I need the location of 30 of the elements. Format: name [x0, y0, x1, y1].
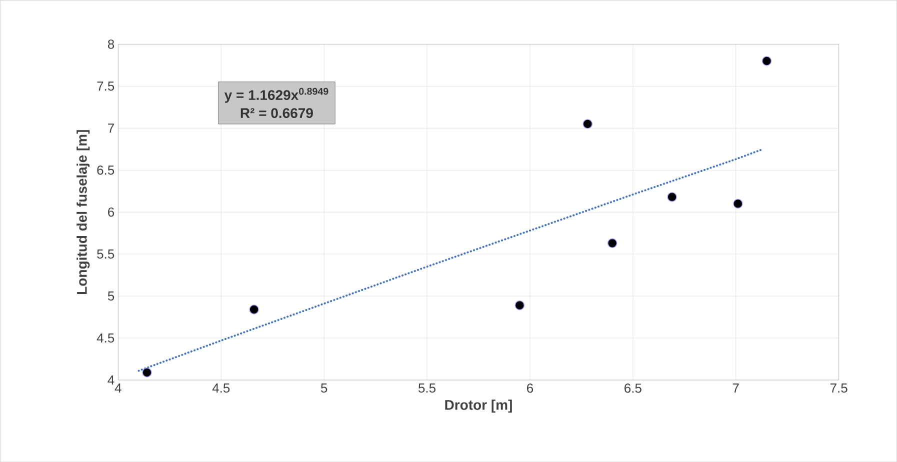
annotation: R² = 0.6679	[240, 108, 313, 118]
y-tick-label: 4.5	[96, 333, 114, 342]
line-series	[138, 148, 762, 372]
y-tick-label: 4	[108, 375, 114, 384]
x-tick-label: 5.5	[418, 383, 436, 393]
point	[667, 192, 677, 202]
point	[733, 198, 743, 209]
x-tick-label: 5	[320, 383, 328, 393]
y-tick-label: 7.5	[97, 82, 114, 91]
point	[514, 300, 525, 310]
point	[762, 56, 772, 66]
y-tick-label: 5.5	[97, 249, 114, 259]
x-tick-label: 6	[527, 383, 534, 393]
y-tick-label: 8	[108, 39, 114, 49]
point	[142, 367, 152, 378]
point	[249, 304, 259, 314]
x-tick-label: 4.5	[212, 383, 230, 393]
annotation: y = 1.1629x$^{0.8949}$	[224, 88, 328, 103]
y-tick-label: 6.5	[97, 165, 114, 175]
x-tick-label: 4	[114, 383, 122, 392]
y-tick-label: 5	[108, 291, 114, 300]
y-tick-label: 6	[108, 207, 114, 217]
y-axis-title: Longitud del fuselaje [m]	[76, 130, 90, 294]
point	[607, 238, 618, 248]
point	[582, 118, 593, 129]
x-tick-label: 7	[732, 383, 739, 392]
x-tick-label: 7.5	[830, 383, 848, 393]
x-tick-label: 6.5	[624, 383, 642, 393]
y-tick-label: 7	[108, 124, 114, 133]
x-axis-title: Drotor [m]	[445, 400, 512, 413]
